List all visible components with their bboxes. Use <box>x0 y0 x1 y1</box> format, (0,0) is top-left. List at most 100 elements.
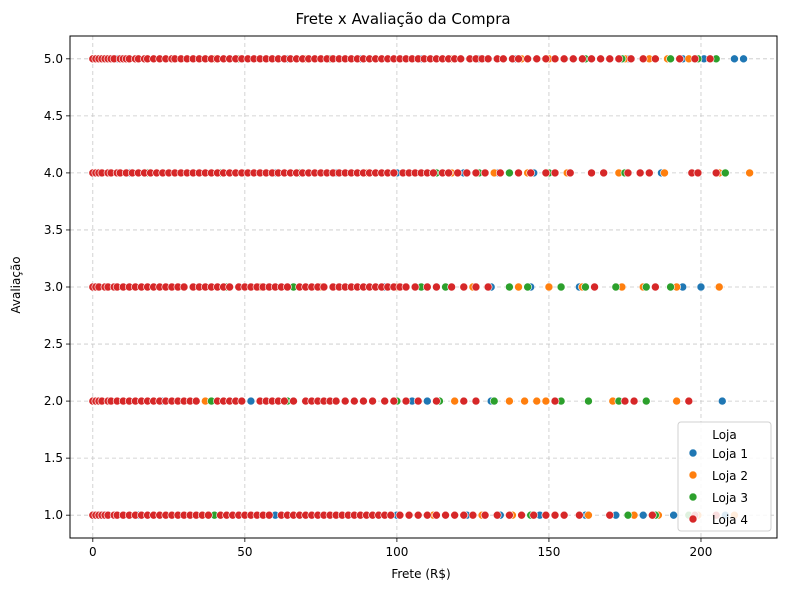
data-point <box>620 396 630 406</box>
data-point <box>529 510 539 520</box>
legend-marker <box>688 470 698 480</box>
data-point <box>590 282 599 292</box>
data-point <box>614 54 624 64</box>
data-point <box>717 396 727 406</box>
data-point <box>204 510 213 520</box>
data-point <box>730 54 739 64</box>
data-point <box>423 282 432 292</box>
x-tick-label: 100 <box>385 545 408 559</box>
data-point <box>690 54 700 64</box>
legend-title: Loja <box>712 428 737 442</box>
data-point <box>672 396 681 406</box>
data-point <box>471 396 481 406</box>
legend: Loja Loja 1 Loja 2 Loja 3 Loja 4 <box>677 421 772 532</box>
data-point <box>550 168 560 178</box>
data-point <box>532 54 542 64</box>
data-point <box>581 282 590 292</box>
y-axis-label: Avaliação <box>9 256 23 313</box>
data-point <box>565 168 575 178</box>
data-point <box>693 168 703 178</box>
legend-box <box>677 421 772 532</box>
data-point <box>289 396 298 406</box>
data-point <box>459 510 469 520</box>
data-point <box>641 282 651 292</box>
legend-entry: Loja 2 <box>712 469 748 483</box>
data-point <box>264 510 274 520</box>
data-point <box>526 168 535 178</box>
data-points <box>88 54 754 520</box>
y-tick-label: 1.0 <box>44 508 63 522</box>
data-point <box>644 168 654 178</box>
data-point <box>401 282 411 292</box>
legend-entry: Loja 4 <box>712 513 748 527</box>
legend-marker <box>688 448 698 458</box>
data-point <box>450 510 459 520</box>
data-point <box>350 396 359 406</box>
y-tick-label: 2.5 <box>44 337 63 351</box>
legend-entry: Loja 3 <box>712 491 748 505</box>
data-point <box>471 282 481 292</box>
data-point <box>523 282 532 292</box>
data-point <box>429 168 438 178</box>
data-point <box>459 282 469 292</box>
data-point <box>745 168 754 178</box>
y-tick-label: 3.0 <box>44 280 63 294</box>
data-point <box>480 510 490 520</box>
y-tick-label: 2.0 <box>44 394 63 408</box>
data-point <box>489 396 499 406</box>
data-point <box>450 396 459 406</box>
data-point <box>638 510 648 520</box>
data-point <box>666 282 675 292</box>
data-point <box>191 396 201 406</box>
data-point <box>401 396 411 406</box>
data-point <box>432 396 441 406</box>
data-point <box>432 282 441 292</box>
data-point <box>480 168 490 178</box>
data-point <box>319 282 329 292</box>
data-point <box>550 396 560 406</box>
data-point <box>584 510 593 520</box>
data-point <box>611 282 621 292</box>
y-tick-label: 3.5 <box>44 223 63 237</box>
data-point <box>520 396 529 406</box>
data-point <box>721 168 730 178</box>
data-point <box>605 54 615 64</box>
data-point <box>544 282 554 292</box>
data-point <box>413 396 423 406</box>
data-point <box>578 54 587 64</box>
data-point <box>532 396 542 406</box>
data-point <box>523 54 532 64</box>
data-point <box>340 396 350 406</box>
data-point <box>705 54 715 64</box>
data-point <box>514 282 523 292</box>
data-point <box>462 168 472 178</box>
chart-title: Frete x Avaliação da Compra <box>295 10 510 28</box>
x-axis-ticks: 0 50 100 150 200 <box>89 538 712 559</box>
data-point <box>638 54 648 64</box>
data-point <box>651 282 660 292</box>
data-point <box>441 510 450 520</box>
data-point <box>651 54 660 64</box>
data-point <box>331 396 341 406</box>
data-point <box>499 54 508 64</box>
data-point <box>413 510 423 520</box>
data-point <box>386 510 396 520</box>
data-point <box>514 54 523 64</box>
data-point <box>505 168 514 178</box>
data-point <box>648 510 657 520</box>
data-point <box>675 54 684 64</box>
data-point <box>556 282 566 292</box>
data-point <box>629 396 639 406</box>
data-point <box>423 510 432 520</box>
legend-marker <box>688 492 698 502</box>
data-point <box>605 510 615 520</box>
data-point <box>459 396 469 406</box>
data-point <box>599 168 608 178</box>
data-point <box>623 168 633 178</box>
data-point <box>468 510 478 520</box>
data-point <box>559 54 569 64</box>
x-tick-label: 50 <box>237 545 252 559</box>
data-point <box>541 168 551 178</box>
